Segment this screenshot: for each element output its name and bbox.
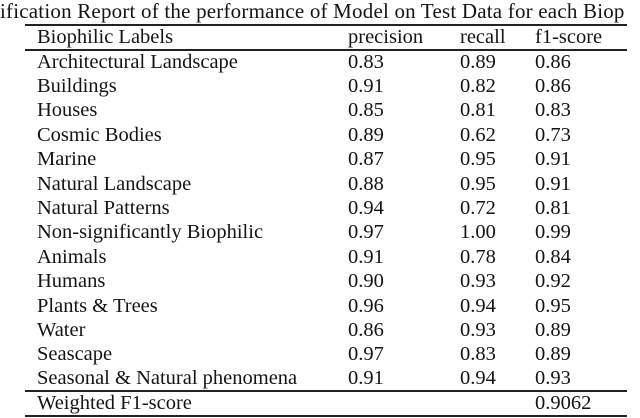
table-row: Marine 0.87 0.95 0.91 <box>25 148 627 172</box>
cell-recall: 0.78 <box>460 245 496 268</box>
cell-recall: 0.93 <box>460 318 496 341</box>
cell-label: Houses <box>37 99 98 122</box>
column-header-precision: precision <box>348 26 424 48</box>
table-row: Cosmic Bodies 0.89 0.62 0.73 <box>25 123 627 147</box>
cell-recall: 0.95 <box>460 172 496 195</box>
cell-f1: 0.83 <box>535 99 571 122</box>
cell-f1: 0.93 <box>535 367 571 390</box>
cell-f1: 0.89 <box>535 318 571 341</box>
classification-report-table: Biophilic Labels precision recall f1-sco… <box>25 24 627 418</box>
table-header-row: Biophilic Labels precision recall f1-sco… <box>25 25 627 50</box>
cell-recall: 0.95 <box>460 148 496 171</box>
cell-precision: 0.85 <box>348 99 384 122</box>
cell-recall: 0.94 <box>460 367 496 390</box>
cell-f1: 0.95 <box>535 294 571 317</box>
weighted-f1-row: Weighted F1-score 0.9062 <box>25 391 627 416</box>
cell-recall: 0.81 <box>460 99 496 122</box>
table-row: Houses 0.85 0.81 0.83 <box>25 99 627 123</box>
cell-label: Plants & Trees <box>37 294 158 317</box>
cell-label: Architectural Landscape <box>37 51 238 74</box>
footer-recall <box>460 391 535 416</box>
cell-label: Seasonal & Natural phenomena <box>37 367 298 390</box>
cell-f1: 0.81 <box>535 197 571 220</box>
cell-precision: 0.89 <box>348 123 384 146</box>
cell-recall: 0.83 <box>460 343 496 366</box>
table-row: Natural Patterns 0.94 0.72 0.81 <box>25 196 627 220</box>
cell-f1: 0.99 <box>535 221 571 244</box>
cell-label: Buildings <box>37 75 117 98</box>
cell-recall: 0.72 <box>460 197 496 220</box>
cell-precision: 0.86 <box>348 318 384 341</box>
cell-precision: 0.88 <box>348 172 384 195</box>
table-row: Seascape 0.97 0.83 0.89 <box>25 343 627 367</box>
table-row: Architectural Landscape 0.83 0.89 0.86 <box>25 50 627 74</box>
footer-precision <box>348 391 460 416</box>
cell-precision: 0.91 <box>348 367 384 390</box>
table-row: Buildings 0.91 0.82 0.86 <box>25 74 627 98</box>
table-caption: ification Report of the performance of M… <box>0 0 625 23</box>
cell-label: Non-significantly Biophilic <box>37 221 264 244</box>
cell-recall: 1.00 <box>460 221 496 244</box>
cell-f1: 0.89 <box>535 343 571 366</box>
cell-precision: 0.97 <box>348 221 384 244</box>
cell-label: Cosmic Bodies <box>37 123 162 146</box>
cell-label: Humans <box>37 270 106 293</box>
column-header-recall: recall <box>460 26 506 48</box>
footer-label: Weighted F1-score <box>37 392 192 415</box>
cell-recall: 0.82 <box>460 75 496 98</box>
cell-f1: 0.86 <box>535 75 571 98</box>
cell-precision: 0.97 <box>348 343 384 366</box>
column-header-biophilic-labels: Biophilic Labels <box>37 26 174 48</box>
cell-f1: 0.73 <box>535 123 571 146</box>
cell-precision: 0.91 <box>348 75 384 98</box>
table-row: Seasonal & Natural phenomena 0.91 0.94 0… <box>25 367 627 391</box>
table-row: Non-significantly Biophilic 0.97 1.00 0.… <box>25 221 627 245</box>
cell-precision: 0.83 <box>348 51 384 74</box>
table-row: Natural Landscape 0.88 0.95 0.91 <box>25 172 627 196</box>
footer-f1-value: 0.9062 <box>535 392 592 415</box>
column-header-f1-score: f1-score <box>535 26 603 48</box>
cell-recall: 0.89 <box>460 51 496 74</box>
cell-recall: 0.62 <box>460 123 496 146</box>
cell-label: Natural Landscape <box>37 172 192 195</box>
cell-precision: 0.94 <box>348 197 384 220</box>
cell-precision: 0.91 <box>348 245 384 268</box>
table-row: Animals 0.91 0.78 0.84 <box>25 245 627 269</box>
cell-label: Natural Patterns <box>37 197 170 220</box>
cell-recall: 0.93 <box>460 270 496 293</box>
cell-f1: 0.91 <box>535 172 571 195</box>
cell-label: Water <box>37 318 86 341</box>
cell-f1: 0.84 <box>535 245 571 268</box>
cell-precision: 0.87 <box>348 148 384 171</box>
table-row: Humans 0.90 0.93 0.92 <box>25 270 627 294</box>
cell-f1: 0.86 <box>535 51 571 74</box>
cell-label: Seascape <box>37 343 113 366</box>
cell-f1: 0.92 <box>535 270 571 293</box>
cell-precision: 0.90 <box>348 270 384 293</box>
table-row: Plants & Trees 0.96 0.94 0.95 <box>25 294 627 318</box>
cell-f1: 0.91 <box>535 148 571 171</box>
cell-label: Marine <box>37 148 97 171</box>
cell-label: Animals <box>37 245 107 268</box>
cell-recall: 0.94 <box>460 294 496 317</box>
cell-precision: 0.96 <box>348 294 384 317</box>
table-row: Water 0.86 0.93 0.89 <box>25 318 627 342</box>
